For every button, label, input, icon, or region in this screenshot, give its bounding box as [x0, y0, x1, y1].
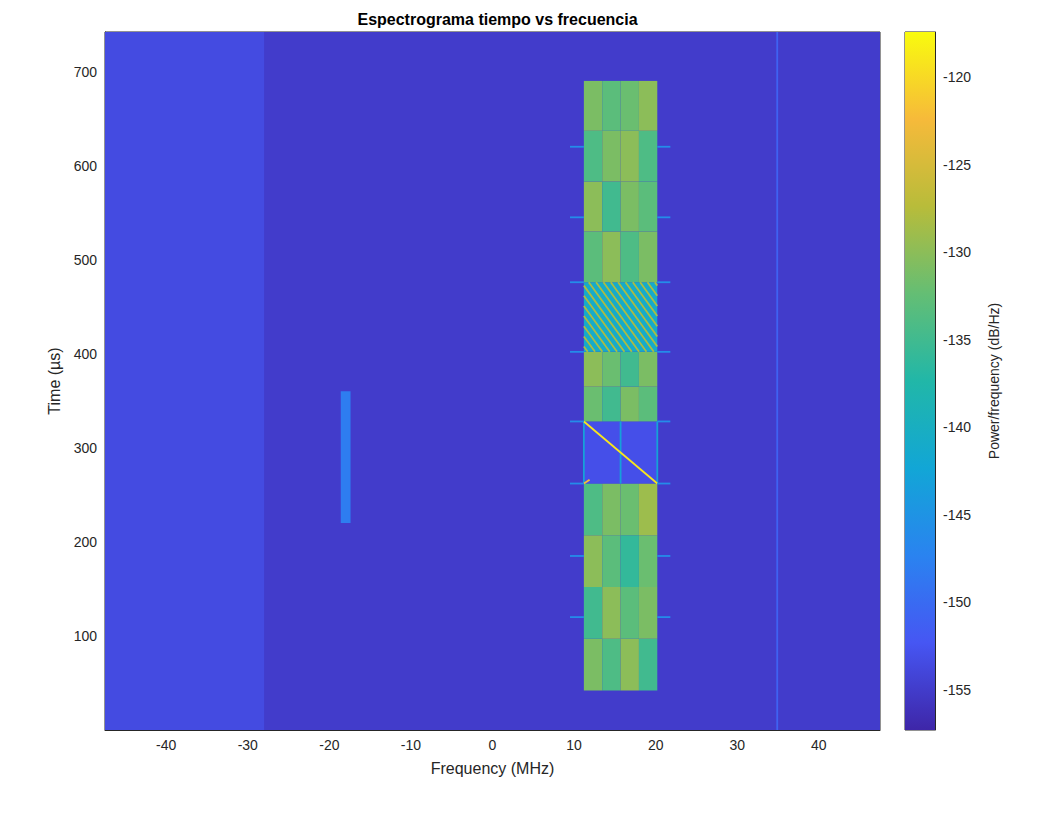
- svg-text:400: 400: [74, 346, 98, 362]
- svg-text:Espectrograma tiempo vs frecue: Espectrograma tiempo vs frecuencia: [357, 11, 637, 28]
- svg-text:300: 300: [74, 440, 98, 456]
- svg-text:200: 200: [74, 534, 98, 550]
- svg-text:30: 30: [729, 737, 745, 753]
- svg-text:-140: -140: [943, 419, 971, 435]
- svg-text:-120: -120: [943, 69, 971, 85]
- svg-text:600: 600: [74, 158, 98, 174]
- svg-text:40: 40: [811, 737, 827, 753]
- svg-text:-30: -30: [238, 737, 258, 753]
- svg-text:Time (µs): Time (µs): [46, 347, 63, 414]
- svg-text:0: 0: [489, 737, 497, 753]
- svg-text:-150: -150: [943, 594, 971, 610]
- svg-text:-20: -20: [319, 737, 339, 753]
- svg-text:Power/frequency (dB/Hz): Power/frequency (dB/Hz): [986, 303, 1002, 459]
- svg-text:Frequency (MHz): Frequency (MHz): [431, 760, 555, 777]
- svg-text:-130: -130: [943, 244, 971, 260]
- svg-text:10: 10: [566, 737, 582, 753]
- svg-text:-145: -145: [943, 507, 971, 523]
- svg-text:20: 20: [648, 737, 664, 753]
- svg-text:-40: -40: [156, 737, 176, 753]
- svg-text:-10: -10: [401, 737, 421, 753]
- svg-text:-125: -125: [943, 157, 971, 173]
- svg-text:-135: -135: [943, 332, 971, 348]
- svg-text:100: 100: [74, 628, 98, 644]
- svg-text:500: 500: [74, 252, 98, 268]
- svg-text:700: 700: [74, 64, 98, 80]
- svg-text:-155: -155: [943, 682, 971, 698]
